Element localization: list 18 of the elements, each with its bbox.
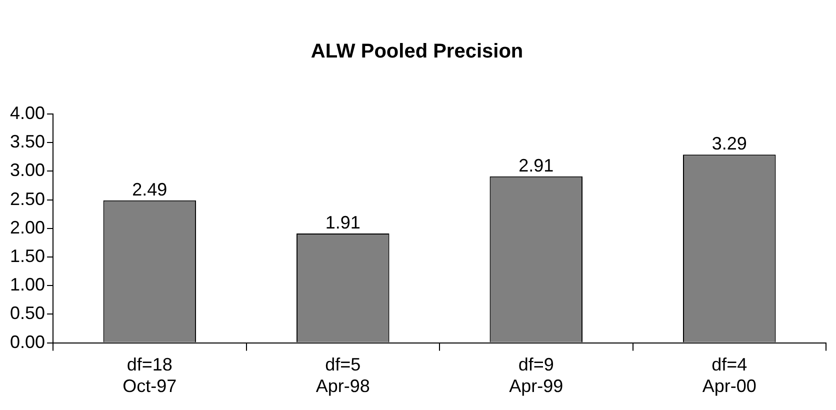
y-tick-label: 2.50	[10, 188, 46, 209]
data-label: 2.49	[132, 179, 168, 200]
y-tick-label: 3.00	[10, 160, 46, 180]
y-tick-label: 4.00	[10, 102, 46, 123]
y-tick-label: 0.00	[10, 332, 46, 352]
data-label: 2.91	[518, 155, 554, 176]
y-tick-label: 0.50	[10, 303, 46, 324]
x-tick-label: df=5 Apr-98	[316, 354, 370, 396]
data-label: 1.91	[325, 212, 360, 233]
data-label: 3.29	[712, 134, 747, 154]
y-tick-label: 2.00	[10, 217, 46, 238]
x-tick-label: df=18 Oct-97	[122, 354, 177, 396]
y-tick-label: 1.50	[10, 246, 46, 266]
y-tick-label: 1.00	[10, 274, 46, 295]
y-tick-label: 3.50	[10, 132, 46, 152]
x-tick-label: df=4 Apr-00	[702, 354, 756, 396]
x-tick-label: df=9 Apr-99	[509, 354, 564, 396]
chart-title: ALW Pooled Precision	[310, 40, 524, 63]
